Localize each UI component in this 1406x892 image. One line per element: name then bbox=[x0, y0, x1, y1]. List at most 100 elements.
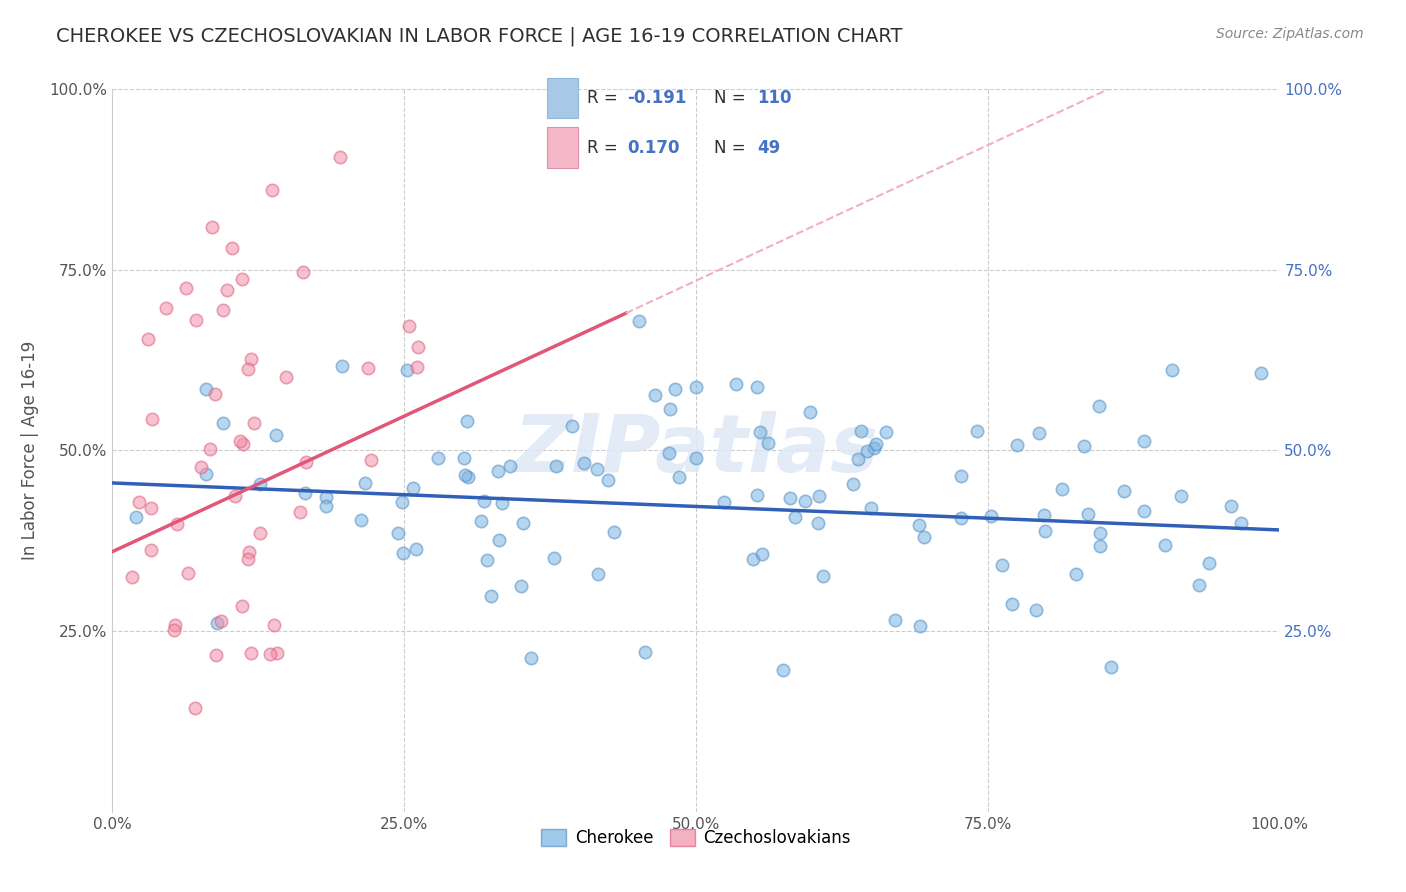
Point bbox=[907, 518, 929, 533]
Point bbox=[779, 491, 801, 505]
Point bbox=[224, 489, 246, 503]
Point bbox=[685, 380, 707, 394]
Point bbox=[1088, 526, 1111, 541]
Point bbox=[260, 184, 283, 198]
Point bbox=[713, 495, 735, 509]
Point bbox=[141, 501, 163, 516]
Point bbox=[360, 452, 382, 467]
Point bbox=[163, 623, 186, 637]
Point bbox=[236, 362, 259, 376]
Point bbox=[520, 651, 543, 665]
Point bbox=[453, 450, 475, 465]
Point bbox=[807, 516, 830, 530]
Point bbox=[498, 458, 520, 473]
Point bbox=[1220, 499, 1243, 513]
Point bbox=[808, 489, 831, 503]
Point bbox=[207, 616, 229, 631]
Point bbox=[488, 533, 510, 548]
Point bbox=[1005, 438, 1028, 452]
Text: CHEROKEE VS CZECHOSLOVAKIAN IN LABOR FORCE | AGE 16-19 CORRELATION CHART: CHEROKEE VS CZECHOSLOVAKIAN IN LABOR FOR… bbox=[56, 27, 903, 46]
Point bbox=[236, 552, 259, 566]
Point bbox=[125, 510, 148, 524]
Text: R =: R = bbox=[586, 139, 623, 157]
Point bbox=[315, 499, 337, 513]
Point bbox=[685, 450, 707, 465]
Text: -0.191: -0.191 bbox=[627, 89, 686, 107]
Point bbox=[813, 569, 835, 583]
Point bbox=[221, 241, 243, 255]
Point bbox=[198, 442, 221, 457]
Point bbox=[596, 473, 619, 487]
Point bbox=[949, 511, 972, 525]
Point bbox=[356, 360, 378, 375]
Point bbox=[240, 646, 263, 660]
Point bbox=[1229, 516, 1251, 531]
Text: Source: ZipAtlas.com: Source: ZipAtlas.com bbox=[1216, 27, 1364, 41]
Point bbox=[851, 425, 873, 439]
Point bbox=[875, 425, 897, 439]
Point bbox=[470, 514, 492, 528]
Point bbox=[1160, 362, 1182, 376]
Point bbox=[229, 434, 252, 449]
Text: N =: N = bbox=[714, 139, 751, 157]
Point bbox=[884, 613, 907, 627]
Point bbox=[204, 386, 226, 401]
Text: 110: 110 bbox=[756, 89, 792, 107]
Point bbox=[456, 414, 478, 428]
Point bbox=[136, 332, 159, 346]
Text: R =: R = bbox=[586, 89, 623, 107]
Point bbox=[264, 428, 287, 442]
Point bbox=[751, 547, 773, 561]
Point bbox=[239, 352, 262, 367]
Point bbox=[391, 495, 413, 509]
Point bbox=[486, 464, 509, 478]
Point bbox=[512, 516, 534, 531]
Point bbox=[1170, 489, 1192, 503]
Point bbox=[231, 272, 253, 286]
Bar bbox=[547, 78, 578, 119]
Point bbox=[259, 647, 281, 661]
Point bbox=[865, 437, 887, 451]
Legend: Cherokee, Czechoslovakians: Cherokee, Czechoslovakians bbox=[534, 822, 858, 854]
Point bbox=[184, 313, 207, 327]
Point bbox=[249, 525, 271, 540]
Point bbox=[274, 369, 297, 384]
Point bbox=[725, 377, 748, 392]
Point bbox=[863, 441, 886, 455]
Point bbox=[406, 359, 429, 374]
Point bbox=[644, 388, 666, 402]
Point bbox=[574, 456, 596, 470]
Point bbox=[1198, 556, 1220, 570]
Point bbox=[190, 459, 212, 474]
Point bbox=[457, 470, 479, 484]
Y-axis label: In Labor Force | Age 16-19: In Labor Force | Age 16-19 bbox=[21, 341, 38, 560]
Point bbox=[242, 417, 264, 431]
Point bbox=[408, 341, 430, 355]
Point bbox=[799, 405, 821, 419]
Point bbox=[912, 530, 935, 544]
Point bbox=[141, 412, 163, 426]
Point bbox=[1025, 603, 1047, 617]
Point bbox=[1064, 567, 1087, 582]
Point bbox=[510, 579, 533, 593]
Point bbox=[209, 614, 232, 628]
Point bbox=[204, 648, 226, 662]
Point bbox=[1188, 578, 1211, 592]
Point bbox=[292, 265, 315, 279]
Point bbox=[288, 505, 311, 519]
Point bbox=[396, 363, 419, 377]
Point bbox=[1077, 508, 1099, 522]
Point bbox=[141, 542, 163, 557]
Point bbox=[794, 494, 817, 508]
Point bbox=[627, 314, 650, 328]
Point bbox=[908, 618, 931, 632]
Point bbox=[658, 402, 681, 417]
Point bbox=[212, 416, 235, 430]
Point bbox=[860, 501, 883, 516]
Point bbox=[1112, 484, 1135, 499]
Text: ZIPatlas: ZIPatlas bbox=[513, 411, 879, 490]
Point bbox=[329, 150, 352, 164]
Point bbox=[294, 486, 316, 500]
Point bbox=[201, 219, 224, 234]
Point bbox=[166, 516, 188, 531]
